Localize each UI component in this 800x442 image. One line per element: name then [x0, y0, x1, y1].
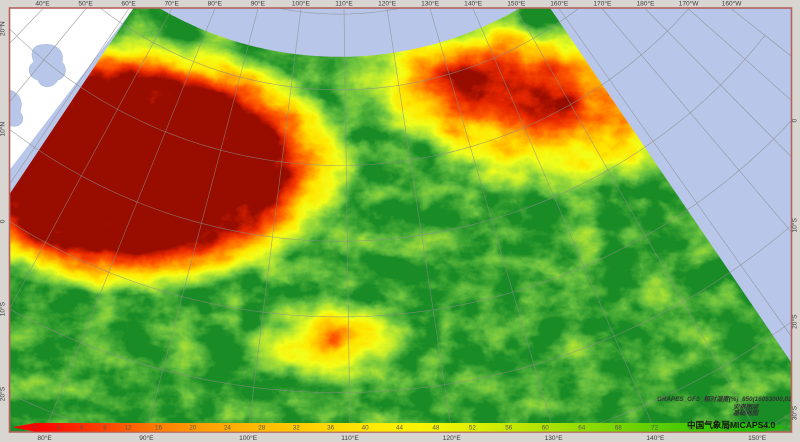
svg-text:0: 0	[0, 219, 7, 223]
svg-text:48: 48	[432, 424, 440, 431]
svg-text:40°E: 40°E	[35, 0, 50, 8]
svg-text:20°S: 20°S	[791, 314, 799, 329]
svg-text:100°E: 100°E	[292, 0, 311, 8]
svg-text:72: 72	[651, 424, 659, 431]
svg-text:110°E: 110°E	[341, 434, 359, 442]
svg-text:10°S: 10°S	[791, 218, 799, 233]
svg-text:52: 52	[469, 424, 477, 431]
svg-text:6: 6	[80, 424, 84, 431]
svg-text:80°E: 80°E	[208, 0, 223, 8]
svg-text:GRAPES_GFS_相对湿度(%)_850(1605300: GRAPES_GFS_相对湿度(%)_850(16053000,024:3200…	[657, 395, 800, 403]
svg-text:100°E: 100°E	[239, 434, 258, 442]
svg-text:160°W: 160°W	[722, 0, 743, 8]
svg-text:56: 56	[505, 424, 513, 431]
svg-text:20°S: 20°S	[0, 386, 7, 401]
svg-text:70°E: 70°E	[165, 0, 180, 8]
svg-text:60°E: 60°E	[121, 0, 136, 8]
svg-text:10°N: 10°N	[0, 122, 7, 137]
svg-text:30°S: 30°S	[791, 405, 799, 420]
svg-text:20°N: 20°N	[0, 21, 7, 36]
svg-text:160°E: 160°E	[550, 0, 569, 8]
svg-text:中国气象局MICAPS4.0: 中国气象局MICAPS4.0	[687, 419, 776, 430]
svg-text:32: 32	[293, 424, 301, 431]
svg-text:90°E: 90°E	[251, 0, 266, 8]
svg-text:180°E: 180°E	[636, 0, 655, 8]
svg-text:150°E: 150°E	[748, 434, 767, 442]
svg-text:150°E: 150°E	[507, 0, 526, 8]
svg-text:50°E: 50°E	[78, 0, 93, 8]
svg-text:40: 40	[362, 424, 370, 431]
svg-text:0: 0	[792, 118, 799, 122]
svg-text:130°E: 130°E	[421, 0, 440, 8]
svg-text:20: 20	[189, 424, 197, 431]
svg-text:68: 68	[615, 424, 623, 431]
svg-text:28: 28	[258, 424, 266, 431]
svg-text:36: 36	[327, 424, 335, 431]
svg-text:16: 16	[155, 424, 163, 431]
svg-text:170°W: 170°W	[679, 0, 700, 8]
svg-text:10°S: 10°S	[0, 301, 7, 316]
svg-text:140°E: 140°E	[464, 0, 483, 8]
svg-text:130°E: 130°E	[545, 434, 564, 442]
svg-text:12: 12	[125, 424, 133, 431]
svg-text:90°E: 90°E	[139, 434, 154, 442]
svg-text:3: 3	[57, 424, 61, 431]
svg-text:120°E: 120°E	[378, 0, 397, 8]
svg-text:0: 0	[33, 424, 37, 431]
svg-text:64: 64	[578, 424, 586, 431]
svg-text:170°E: 170°E	[593, 0, 612, 8]
svg-text:110°E: 110°E	[335, 0, 353, 8]
svg-text:24: 24	[224, 424, 232, 431]
svg-text:140°E: 140°E	[646, 434, 665, 442]
svg-text:80°E: 80°E	[37, 434, 52, 442]
svg-text:9: 9	[103, 424, 107, 431]
svg-text:120°E: 120°E	[443, 434, 462, 442]
svg-text:44: 44	[396, 424, 404, 431]
svg-text:60: 60	[542, 424, 550, 431]
